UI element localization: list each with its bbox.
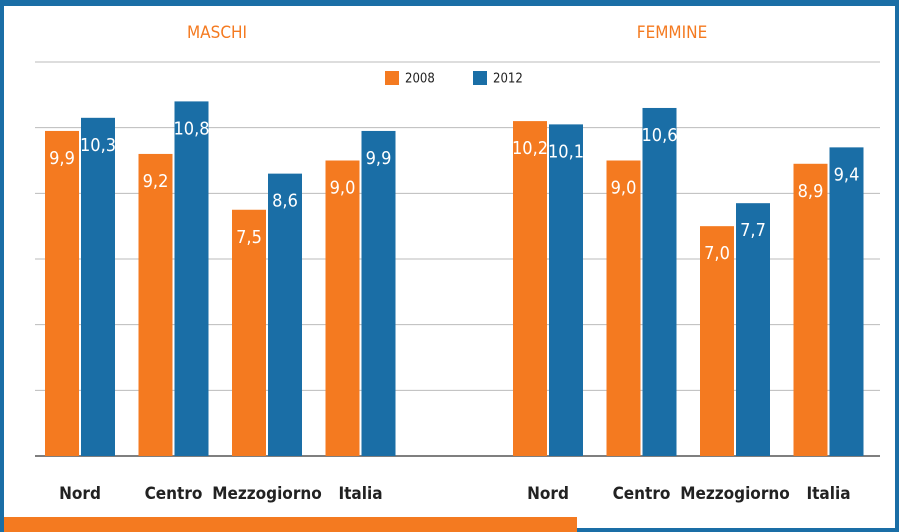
x-tick-label: Mezzogiorno bbox=[680, 484, 790, 504]
bar bbox=[174, 101, 209, 457]
bar bbox=[513, 121, 547, 456]
bar bbox=[361, 130, 396, 456]
panel-title: MASCHI bbox=[187, 23, 247, 43]
bar bbox=[549, 124, 583, 456]
value-label: 9,4 bbox=[834, 164, 860, 185]
bar bbox=[138, 153, 173, 456]
x-tick-label: Italia bbox=[806, 484, 850, 504]
value-label: 7,0 bbox=[704, 243, 730, 264]
bar bbox=[232, 209, 266, 456]
bar bbox=[642, 107, 677, 456]
value-label: 10,2 bbox=[512, 138, 548, 159]
x-tick-label: Italia bbox=[338, 484, 382, 504]
top-band bbox=[0, 0, 899, 6]
value-label: 10,6 bbox=[641, 125, 677, 146]
bar bbox=[829, 147, 864, 456]
value-label: 8,6 bbox=[272, 191, 298, 212]
value-label: 9,9 bbox=[366, 148, 392, 169]
value-label: 9,0 bbox=[330, 178, 356, 199]
value-label: 7,5 bbox=[236, 227, 262, 248]
bar bbox=[700, 226, 734, 456]
value-label: 9,2 bbox=[143, 171, 169, 192]
bar bbox=[793, 163, 828, 457]
value-label: 8,9 bbox=[798, 181, 824, 202]
bar bbox=[606, 160, 641, 456]
value-label: 10,8 bbox=[173, 118, 209, 139]
value-label: 9,9 bbox=[49, 148, 75, 169]
legend-swatch bbox=[473, 71, 487, 85]
value-label: 10,3 bbox=[80, 135, 116, 156]
footer-strip bbox=[4, 517, 577, 532]
legend-label: 2012 bbox=[493, 72, 523, 87]
bar bbox=[268, 173, 302, 456]
legend-label: 2008 bbox=[405, 72, 435, 87]
bar bbox=[736, 203, 770, 456]
x-tick-label: Nord bbox=[59, 484, 101, 504]
legend-swatch bbox=[385, 71, 399, 85]
x-tick-label: Nord bbox=[527, 484, 569, 504]
x-tick-label: Centro bbox=[145, 484, 203, 504]
value-label: 7,7 bbox=[740, 220, 766, 241]
value-label: 10,1 bbox=[548, 141, 584, 162]
x-tick-label: Centro bbox=[613, 484, 671, 504]
bar bbox=[81, 117, 115, 457]
bar bbox=[45, 130, 79, 456]
bar bbox=[325, 160, 360, 456]
panel-title: FEMMINE bbox=[637, 23, 707, 43]
x-tick-label: Mezzogiorno bbox=[212, 484, 322, 504]
value-label: 9,0 bbox=[611, 178, 637, 199]
